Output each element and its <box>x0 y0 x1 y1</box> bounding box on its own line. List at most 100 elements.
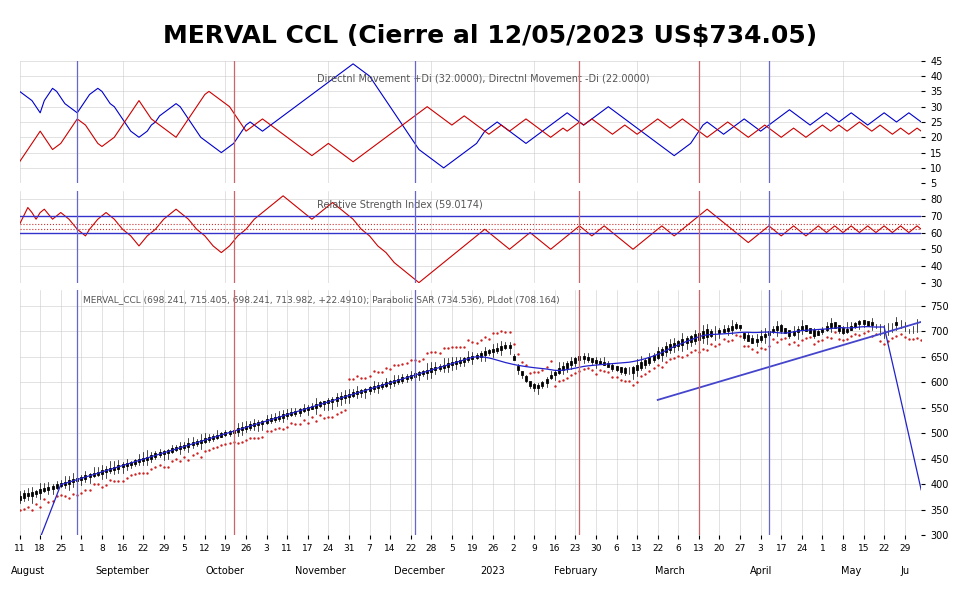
Point <box>287 420 303 429</box>
Point <box>642 367 658 376</box>
Point <box>66 489 81 499</box>
Point <box>156 462 171 472</box>
Point <box>831 334 847 344</box>
Point <box>45 496 61 506</box>
Point <box>399 359 415 368</box>
Point <box>777 333 793 343</box>
Point <box>465 337 480 347</box>
Point <box>172 456 188 466</box>
Point <box>390 360 406 370</box>
Point <box>49 491 65 501</box>
Point <box>423 347 439 357</box>
Point <box>197 446 213 456</box>
Point <box>732 331 748 341</box>
Point <box>893 329 908 339</box>
Point <box>803 332 818 342</box>
Text: MERVAL_CCL (698.241, 715.405, 698.241, 713.982, +22.4910); Parabolic SAR (734.53: MERVAL_CCL (698.241, 715.405, 698.241, 7… <box>82 295 560 304</box>
Point <box>539 362 555 372</box>
Point <box>283 418 299 428</box>
Point <box>765 334 781 344</box>
Point <box>715 334 731 344</box>
Point <box>872 336 888 346</box>
Point <box>292 419 308 429</box>
Point <box>366 366 381 376</box>
Point <box>320 412 336 422</box>
Text: December: December <box>394 565 444 576</box>
Point <box>823 334 839 344</box>
Point <box>36 495 52 505</box>
Point <box>782 339 798 349</box>
Text: April: April <box>750 565 772 576</box>
Point <box>679 350 695 359</box>
Point <box>444 342 460 351</box>
Point <box>411 356 426 365</box>
Point <box>909 333 925 343</box>
Point <box>601 367 616 377</box>
Point <box>880 336 896 346</box>
Point <box>876 339 892 349</box>
Point <box>362 371 377 381</box>
Point <box>592 365 608 375</box>
Point <box>818 332 834 342</box>
Point <box>267 424 282 434</box>
Point <box>238 435 254 444</box>
Point <box>349 371 365 381</box>
Point <box>53 490 69 500</box>
Point <box>90 479 106 489</box>
Point <box>448 342 464 352</box>
Point <box>889 331 905 341</box>
Point <box>728 330 744 340</box>
Point <box>431 348 447 358</box>
Point <box>152 460 168 470</box>
Point <box>683 347 699 357</box>
Point <box>814 336 830 345</box>
Point <box>403 356 418 365</box>
Point <box>341 374 357 384</box>
Point <box>86 479 102 489</box>
Point <box>358 373 373 382</box>
Point <box>176 452 192 462</box>
Point <box>885 333 901 343</box>
Point <box>556 376 571 385</box>
Point <box>494 326 510 336</box>
Point <box>189 449 205 458</box>
Point <box>839 334 855 344</box>
Point <box>711 339 727 348</box>
Point <box>654 362 669 372</box>
Point <box>757 345 772 354</box>
Point <box>629 377 645 387</box>
Text: September: September <box>95 565 150 576</box>
Point <box>169 454 184 464</box>
Point <box>576 364 592 374</box>
Point <box>81 486 97 496</box>
Point <box>708 342 723 351</box>
Point <box>296 415 312 425</box>
Point <box>57 491 73 500</box>
Point <box>560 373 575 383</box>
Point <box>115 476 130 486</box>
Text: MERVAL CCL (Cierre al 12/05/2023 US$734.05): MERVAL CCL (Cierre al 12/05/2023 US$734.… <box>163 24 817 48</box>
Point <box>333 407 349 417</box>
Point <box>571 367 587 376</box>
Point <box>605 373 620 382</box>
Point <box>769 337 785 347</box>
Point <box>856 328 871 338</box>
Point <box>530 367 546 377</box>
Point <box>588 369 604 379</box>
Point <box>535 365 551 375</box>
Point <box>74 488 89 498</box>
Point <box>419 348 435 358</box>
Point <box>251 434 267 443</box>
Point <box>597 366 612 376</box>
Point <box>304 412 319 422</box>
Text: Relative Strength Index (59.0174): Relative Strength Index (59.0174) <box>318 200 483 210</box>
Point <box>461 336 476 345</box>
Point <box>514 358 530 367</box>
Point <box>111 475 126 485</box>
Point <box>489 328 505 337</box>
Point <box>107 476 122 486</box>
Point <box>564 370 579 379</box>
Point <box>61 493 76 503</box>
Point <box>259 426 274 436</box>
Point <box>810 337 826 347</box>
